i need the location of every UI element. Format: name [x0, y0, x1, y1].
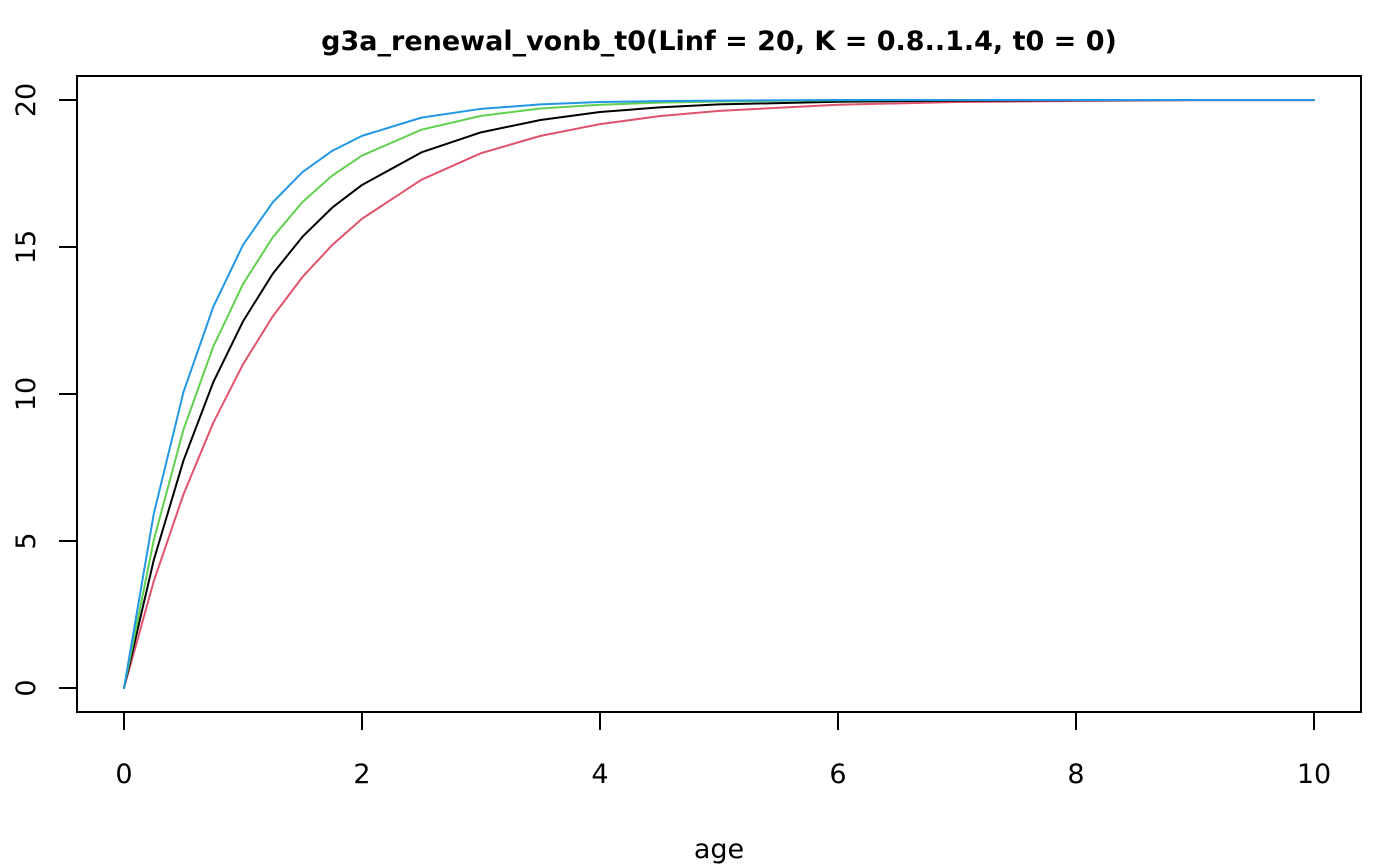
x-tick-label: 2 — [353, 759, 370, 790]
y-tick-label: 20 — [11, 83, 42, 117]
y-tick-label: 5 — [11, 532, 42, 549]
y-tick-label: 15 — [11, 230, 42, 264]
chart-title: g3a_renewal_vonb_t0(Linf = 20, K = 0.8..… — [321, 26, 1117, 57]
plot-frame — [76, 75, 1362, 713]
x-tick-label: 0 — [115, 759, 132, 790]
series-line-4 — [123, 99, 1315, 689]
y-axis: 0 5 10 15 20 — [11, 83, 78, 697]
x-tick-label: 10 — [1297, 759, 1331, 790]
series-line-2 — [123, 99, 1315, 689]
y-tick-label: 10 — [11, 377, 42, 411]
series-line-1 — [123, 99, 1315, 689]
x-tick-label: 8 — [1067, 759, 1084, 790]
x-axis: 0 2 4 6 8 10 — [115, 711, 1331, 790]
x-tick-label: 6 — [829, 759, 846, 790]
series-line-3 — [123, 99, 1315, 689]
x-axis-label: age — [694, 834, 744, 865]
y-tick-label: 0 — [11, 679, 42, 696]
series-layer — [123, 99, 1315, 689]
x-tick-label: 4 — [591, 759, 608, 790]
